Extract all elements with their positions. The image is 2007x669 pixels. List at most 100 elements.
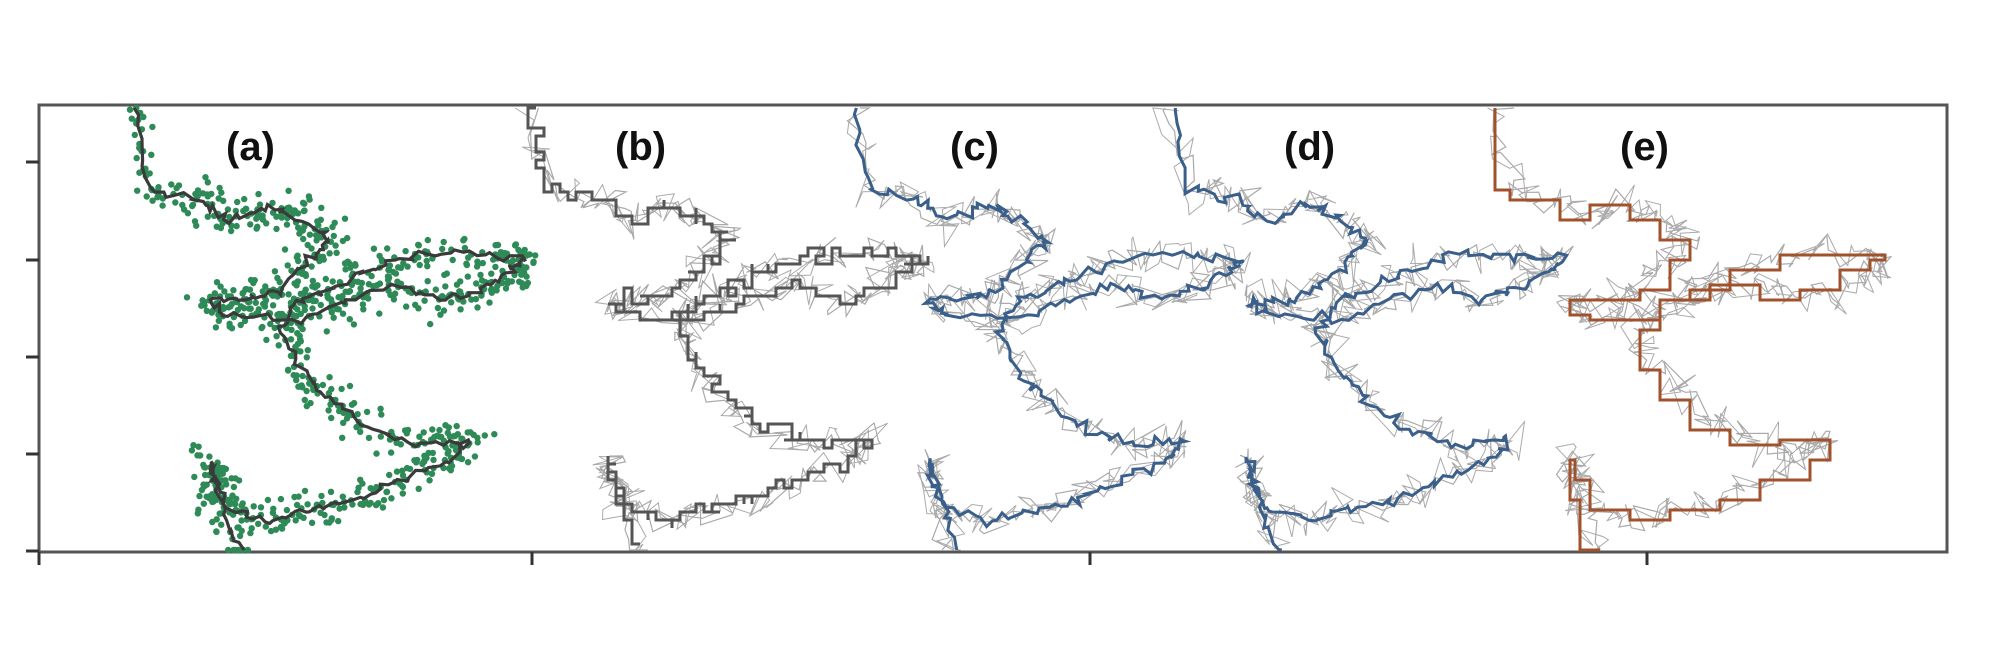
observation-point [188, 447, 196, 454]
observation-point [238, 502, 245, 509]
observation-point [456, 288, 464, 295]
observation-point [250, 503, 257, 510]
observation-point [451, 432, 459, 440]
observation-point [471, 453, 479, 460]
observation-point [263, 336, 270, 344]
observation-point [196, 492, 203, 500]
observation-point [233, 222, 240, 230]
observation-point [295, 224, 302, 231]
panel-d [1152, 107, 1574, 552]
observation-point [285, 204, 293, 211]
observation-point [351, 261, 359, 268]
observation-point [399, 472, 407, 479]
observation-point [297, 290, 304, 297]
observation-point [440, 307, 448, 314]
observation-point [442, 283, 449, 290]
observation-point [354, 411, 361, 418]
observation-point [328, 414, 335, 422]
observation-point [363, 408, 371, 416]
observation-point [301, 207, 308, 214]
observation-point [201, 302, 208, 309]
observation-point [283, 221, 291, 228]
observation-point [202, 464, 209, 471]
observation-point [415, 485, 422, 492]
observation-point [426, 477, 433, 484]
observation-point [242, 286, 249, 293]
observation-point [388, 495, 395, 502]
observation-point [259, 288, 266, 295]
observation-point [212, 324, 220, 331]
observation-point [443, 270, 450, 277]
observation-point [490, 286, 497, 293]
observation-point [328, 385, 335, 393]
observation-point [325, 407, 332, 414]
observation-point [304, 347, 311, 354]
raw-track [1152, 107, 1564, 549]
observation-point [126, 106, 134, 113]
observation-point [445, 424, 452, 431]
observation-point [299, 384, 306, 391]
panel-label-a: (a) [226, 125, 275, 169]
observation-point [328, 309, 335, 316]
observation-point [287, 336, 295, 343]
observation-point [263, 220, 270, 227]
observation-point [331, 219, 338, 226]
observation-point [289, 210, 297, 218]
observation-point [415, 305, 422, 312]
observation-point [419, 460, 426, 467]
observation-point [297, 348, 304, 355]
y-axis-ticks [26, 160, 39, 553]
observation-point [195, 506, 202, 513]
observation-point [149, 197, 156, 204]
observation-point [307, 399, 314, 407]
observation-point [301, 396, 308, 404]
observation-point [232, 475, 239, 482]
observation-point [357, 285, 364, 292]
observation-point [416, 433, 423, 440]
observation-point [184, 210, 192, 217]
observation-point [437, 311, 444, 318]
raw-track [514, 107, 935, 551]
observation-point [377, 405, 384, 412]
observation-point [226, 320, 233, 327]
observation-point [293, 372, 300, 379]
observation-point [386, 471, 393, 479]
observation-point [492, 263, 499, 271]
observation-point [200, 483, 208, 490]
observation-point [390, 292, 397, 299]
observation-point [333, 249, 340, 256]
observation-point [179, 201, 186, 209]
observation-point [306, 196, 313, 203]
observation-point [292, 517, 299, 524]
observation-point [136, 169, 143, 176]
observation-point [269, 199, 276, 207]
observation-point [225, 546, 232, 554]
observation-point [321, 511, 328, 519]
observation-point [330, 314, 337, 321]
observation-point [213, 279, 221, 286]
observation-point [213, 528, 220, 536]
observation-point [524, 279, 532, 287]
observation-point [335, 517, 342, 525]
observation-point [525, 251, 533, 258]
observation-point [458, 455, 466, 463]
observation-point [413, 459, 420, 466]
observation-point [271, 324, 278, 332]
observation-point [339, 493, 346, 500]
observation-point [370, 245, 378, 252]
observation-point [285, 291, 292, 298]
observation-point [131, 131, 138, 139]
observation-point [421, 452, 428, 459]
observation-point [201, 471, 209, 479]
observation-point [159, 202, 166, 209]
observation-point [247, 221, 254, 228]
observation-point [312, 232, 320, 239]
observation-point [353, 423, 360, 431]
observation-point [472, 295, 480, 303]
observation-point [232, 500, 239, 508]
observation-point [345, 288, 352, 295]
observation-point [494, 241, 502, 249]
observation-point [338, 385, 345, 393]
observation-point [281, 246, 289, 253]
observation-point [228, 300, 235, 308]
